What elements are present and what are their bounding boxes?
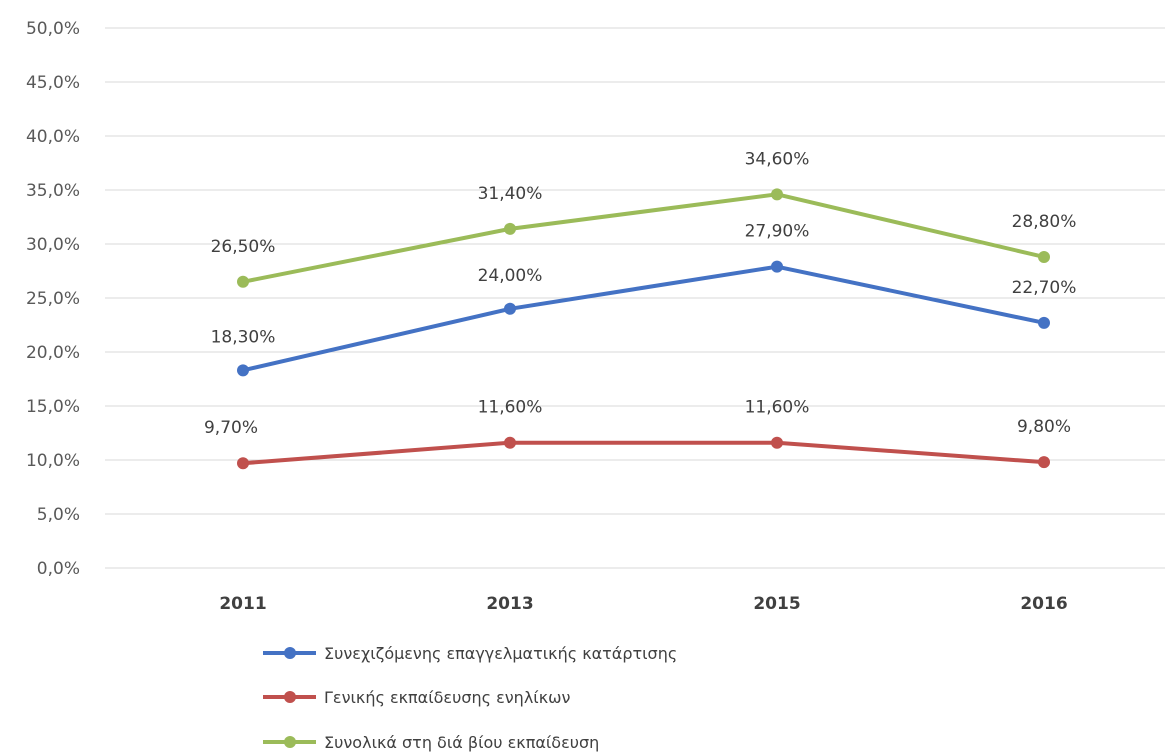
data-label: 11,60% — [478, 398, 543, 418]
data-labels: 18,30% 24,00% 27,90% 22,70% 9,70% 11,60% 11,60… — [204, 149, 1076, 438]
data-point — [1038, 456, 1050, 469]
series-group — [237, 188, 1050, 470]
y-tick-label: 20,0% — [26, 343, 80, 363]
legend-label: Συνολικά στη διά βίου εκπαίδευση — [324, 733, 599, 752]
y-tick-label: 45,0% — [26, 73, 80, 93]
x-tick-label: 2016 — [1020, 594, 1067, 614]
data-label: 18,30% — [211, 327, 276, 347]
data-point — [1038, 250, 1050, 263]
x-tick-label: 2011 — [219, 594, 266, 614]
data-label: 27,90% — [745, 222, 810, 242]
data-point — [771, 436, 783, 449]
series-line — [241, 192, 1046, 284]
data-label: 11,60% — [745, 398, 810, 418]
data-point — [771, 260, 783, 273]
y-tick-label: 40,0% — [26, 127, 80, 147]
gridlines — [105, 27, 1165, 569]
x-axis: 2011 2013 2015 2016 — [219, 594, 1067, 614]
data-label: 28,80% — [1012, 212, 1077, 232]
data-point — [504, 302, 516, 315]
data-label: 9,70% — [204, 418, 258, 438]
y-tick-label: 10,0% — [26, 451, 80, 471]
x-tick-label: 2013 — [486, 594, 533, 614]
y-tick-label: 25,0% — [26, 289, 80, 309]
y-tick-label: 0,0% — [37, 559, 80, 579]
series-line — [241, 440, 1046, 466]
data-label: 34,60% — [745, 149, 810, 169]
legend-label: Γενικής εκπαίδευσης ενηλίκων — [324, 688, 571, 707]
legend-marker — [284, 691, 296, 703]
y-tick-label: 35,0% — [26, 181, 80, 201]
y-axis: 0,0% 5,0% 10,0% 15,0% 20,0% 25,0% 30,0% 35,0% 40… — [26, 19, 80, 579]
data-label: 26,50% — [211, 237, 276, 257]
data-label: 31,40% — [478, 184, 543, 204]
y-tick-label: 5,0% — [37, 505, 80, 525]
data-point — [1038, 316, 1050, 329]
data-point — [237, 364, 249, 377]
data-point — [504, 222, 516, 235]
data-point — [504, 436, 516, 449]
legend-marker — [284, 647, 296, 659]
data-label: 24,00% — [478, 266, 543, 286]
y-tick-label: 50,0% — [26, 19, 80, 39]
legend-marker — [284, 736, 296, 748]
data-label: 9,80% — [1017, 417, 1071, 437]
y-tick-label: 15,0% — [26, 397, 80, 417]
legend: Συνεχιζόμενης επαγγελματικής κατάρτισης Γ… — [263, 644, 677, 752]
data-point — [771, 188, 783, 201]
y-tick-label: 30,0% — [26, 235, 80, 255]
data-point — [237, 457, 249, 470]
data-point — [237, 275, 249, 288]
series-line — [241, 264, 1046, 373]
legend-label: Συνεχιζόμενης επαγγελματικής κατάρτισης — [324, 644, 677, 663]
x-tick-label: 2015 — [753, 594, 800, 614]
data-label: 22,70% — [1012, 278, 1077, 298]
